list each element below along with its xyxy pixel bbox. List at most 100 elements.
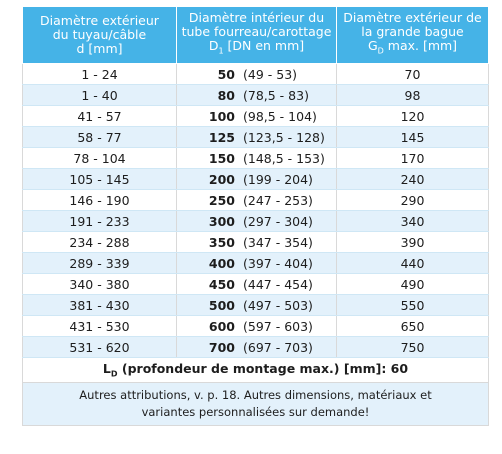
cell-pipe-diameter: 191 - 233	[22, 210, 177, 232]
cell-dn-value: 250	[208, 192, 235, 208]
mounting-depth-prefix: L	[102, 361, 111, 377]
cell-dn-value: 50	[217, 66, 235, 82]
table-row: 234 - 288 350 (347 - 354) 390	[22, 231, 489, 253]
table-row: 1 - 24 50 (49 - 53) 70	[22, 63, 489, 85]
header-col2-line2: tube fourreau/carottage	[181, 24, 332, 40]
cell-ring-diameter: 98	[336, 84, 489, 106]
header-row: Diamètre extérieur du tuyau/câble d [mm]…	[22, 6, 489, 64]
table-row: 78 - 104 150 (148,5 - 153) 170	[22, 147, 489, 169]
cell-dn-value: 80	[217, 87, 235, 103]
cell-sleeve-diameter: 150 (148,5 - 153)	[176, 147, 337, 169]
cell-ring-diameter: 440	[336, 252, 489, 274]
header-col3-line3-prefix: G	[367, 38, 378, 54]
table-row: 191 - 233 300 (297 - 304) 340	[22, 210, 489, 232]
cell-dn-value: 300	[208, 213, 235, 229]
header-col3-line3-sub: D	[377, 46, 384, 56]
mounting-depth-cell: LD (profondeur de montage max.) [mm]: 60	[22, 357, 489, 383]
cell-pipe-diameter: 1 - 24	[22, 63, 177, 85]
cell-dn-range: (497 - 503)	[243, 297, 313, 313]
cell-pipe-diameter: 146 - 190	[22, 189, 177, 211]
header-col1-line1: Diamètre extérieur	[40, 13, 159, 28]
header-col3-line2: la grande bague	[361, 24, 464, 40]
cell-dn-range: (447 - 454)	[243, 276, 313, 292]
header-col1-line3: d [mm]	[76, 41, 123, 56]
cell-pipe-diameter: 58 - 77	[22, 126, 177, 148]
table-row: 105 - 145 200 (199 - 204) 240	[22, 168, 489, 190]
cell-pipe-diameter: 381 - 430	[22, 294, 177, 316]
header-col2-line3-prefix: D	[208, 38, 219, 54]
cell-sleeve-diameter: 700 (697 - 703)	[176, 336, 337, 358]
cell-pipe-diameter: 431 - 530	[22, 315, 177, 337]
header-col3-line3-suffix: max. [mm]	[383, 38, 458, 54]
header-ring-outer-diameter: Diamètre extérieur de la grande bague GD…	[336, 6, 489, 64]
note-row: Autres attributions, v. p. 18. Autres di…	[22, 382, 489, 426]
cell-ring-diameter: 145	[336, 126, 489, 148]
cell-sleeve-diameter: 200 (199 - 204)	[176, 168, 337, 190]
cell-sleeve-diameter: 50 (49 - 53)	[176, 63, 337, 85]
table-row: 146 - 190 250 (247 - 253) 290	[22, 189, 489, 211]
table-row: 431 - 530 600 (597 - 603) 650	[22, 315, 489, 337]
cell-dn-value: 500	[208, 297, 235, 313]
cell-dn-range: (247 - 253)	[243, 192, 313, 208]
cell-ring-diameter: 70	[336, 63, 489, 85]
cell-sleeve-diameter: 100 (98,5 - 104)	[176, 105, 337, 127]
cell-ring-diameter: 390	[336, 231, 489, 253]
header-col3-line1: Diamètre extérieur de	[343, 10, 482, 26]
cell-dn-value: 100	[208, 108, 235, 124]
dimensions-table: Diamètre extérieur du tuyau/câble d [mm]…	[22, 6, 489, 426]
table-row: 531 - 620 700 (697 - 703) 750	[22, 336, 489, 358]
cell-sleeve-diameter: 450 (447 - 454)	[176, 273, 337, 295]
cell-dn-value: 700	[208, 339, 235, 355]
cell-pipe-diameter: 1 - 40	[22, 84, 177, 106]
cell-ring-diameter: 240	[336, 168, 489, 190]
cell-sleeve-diameter: 500 (497 - 503)	[176, 294, 337, 316]
table-row: 381 - 430 500 (497 - 503) 550	[22, 294, 489, 316]
dimensions-table-container: Diamètre extérieur du tuyau/câble d [mm]…	[22, 6, 489, 426]
cell-pipe-diameter: 78 - 104	[22, 147, 177, 169]
cell-dn-range: (148,5 - 153)	[243, 150, 325, 166]
cell-dn-range: (397 - 404)	[243, 255, 313, 271]
cell-ring-diameter: 550	[336, 294, 489, 316]
cell-ring-diameter: 650	[336, 315, 489, 337]
cell-ring-diameter: 490	[336, 273, 489, 295]
cell-dn-range: (199 - 204)	[243, 171, 313, 187]
cell-sleeve-diameter: 125 (123,5 - 128)	[176, 126, 337, 148]
cell-dn-range: (697 - 703)	[243, 339, 313, 355]
cell-dn-value: 150	[208, 150, 235, 166]
header-col1-line2: du tuyau/câble	[52, 27, 147, 42]
mounting-depth-sub: D	[110, 369, 118, 379]
cell-dn-range: (49 - 53)	[243, 66, 298, 82]
cell-dn-value: 450	[208, 276, 235, 292]
cell-dn-value: 400	[208, 255, 235, 271]
cell-dn-value: 350	[208, 234, 235, 250]
cell-sleeve-diameter: 400 (397 - 404)	[176, 252, 337, 274]
header-col2-line3-suffix: [DN en mm]	[223, 38, 305, 54]
cell-sleeve-diameter: 80 (78,5 - 83)	[176, 84, 337, 106]
cell-dn-range: (78,5 - 83)	[243, 87, 309, 103]
mounting-depth-text: (profondeur de montage max.) [mm]: 60	[117, 361, 409, 377]
cell-pipe-diameter: 340 - 380	[22, 273, 177, 295]
cell-ring-diameter: 170	[336, 147, 489, 169]
header-col2-line1: Diamètre intérieur du	[188, 10, 325, 26]
cell-ring-diameter: 750	[336, 336, 489, 358]
cell-pipe-diameter: 234 - 288	[22, 231, 177, 253]
cell-sleeve-diameter: 350 (347 - 354)	[176, 231, 337, 253]
cell-pipe-diameter: 105 - 145	[22, 168, 177, 190]
cell-pipe-diameter: 289 - 339	[22, 252, 177, 274]
header-pipe-outer-diameter: Diamètre extérieur du tuyau/câble d [mm]	[22, 6, 177, 64]
table-row: 1 - 40 80 (78,5 - 83) 98	[22, 84, 489, 106]
cell-ring-diameter: 290	[336, 189, 489, 211]
note-line1: Autres attributions, v. p. 18. Autres di…	[79, 388, 432, 402]
cell-ring-diameter: 120	[336, 105, 489, 127]
note-line2: variantes personnalisées sur demande!	[141, 405, 370, 419]
cell-dn-value: 125	[208, 129, 235, 145]
header-col2-line3-sub: 1	[218, 46, 224, 56]
cell-sleeve-diameter: 300 (297 - 304)	[176, 210, 337, 232]
cell-dn-value: 600	[208, 318, 235, 334]
cell-dn-range: (98,5 - 104)	[243, 108, 317, 124]
cell-dn-range: (297 - 304)	[243, 213, 313, 229]
cell-ring-diameter: 340	[336, 210, 489, 232]
header-sleeve-inner-diameter: Diamètre intérieur du tube fourreau/caro…	[176, 6, 337, 64]
cell-sleeve-diameter: 600 (597 - 603)	[176, 315, 337, 337]
mounting-depth-row: LD (profondeur de montage max.) [mm]: 60	[22, 357, 489, 383]
